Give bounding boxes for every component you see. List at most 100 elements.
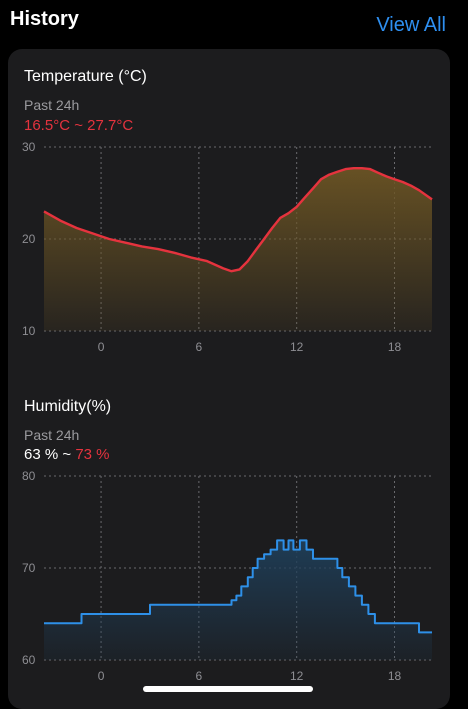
hum-point-14 [293, 549, 294, 550]
temp-point-20 [296, 206, 297, 207]
temp-point-14 [247, 261, 248, 262]
temp-y-tick-10: 10 [22, 324, 36, 338]
temp-y-tick-30: 30 [22, 140, 36, 154]
temp-point-10 [207, 261, 208, 262]
temp-point-4 [109, 239, 110, 240]
hum-point-8 [257, 558, 258, 559]
temp-point-21 [304, 197, 305, 198]
hum-point-7 [252, 568, 253, 569]
hum-point-22 [355, 595, 356, 596]
temp-series-line [43, 167, 433, 273]
hum-chart: 60 70 80 0 6 12 18 [22, 469, 433, 683]
temp-x-tick-18: 18 [388, 340, 402, 354]
temperature-title: Temperature (°C) [24, 68, 147, 85]
hum-point-4 [236, 595, 237, 596]
view-all-link[interactable]: View All [376, 14, 446, 36]
hum-point-5 [241, 586, 242, 587]
hum-point-18 [329, 558, 330, 559]
humidity-range-separator: ~ [58, 446, 76, 463]
temp-point-33 [402, 182, 403, 183]
temp-point-35 [419, 190, 420, 191]
hum-point-0 [44, 623, 45, 624]
temp-point-3 [92, 233, 93, 234]
hum-point-6 [247, 577, 248, 578]
temp-point-36 [432, 199, 433, 200]
hum-x-tick-6: 6 [196, 669, 203, 683]
temp-point-12 [231, 271, 232, 272]
hum-y-tick-60: 60 [22, 653, 36, 667]
hum-point-9 [264, 554, 265, 555]
hum-point-1 [81, 614, 82, 615]
hum-point-15 [299, 540, 300, 541]
hum-x-tick-12: 12 [290, 669, 304, 683]
home-indicator [143, 686, 313, 692]
hum-point-11 [277, 540, 278, 541]
temp-area-fill [44, 168, 432, 331]
hum-x-tick-18: 18 [388, 669, 402, 683]
history-header: History View All [0, 0, 468, 48]
temp-point-34 [410, 185, 411, 186]
temp-point-5 [125, 242, 126, 243]
temp-point-28 [361, 168, 362, 169]
humidity-period: Past 24h [24, 427, 80, 443]
hum-x-tick-0: 0 [98, 669, 105, 683]
hum-point-19 [337, 568, 338, 569]
temp-point-19 [288, 213, 289, 214]
temp-point-0 [44, 211, 45, 212]
temp-x-tick-12: 12 [290, 340, 304, 354]
hum-point-21 [348, 586, 349, 587]
hum-point-26 [383, 623, 384, 624]
temperature-period: Past 24h [24, 97, 80, 113]
temp-point-24 [329, 174, 330, 175]
temp-x-tick-0: 0 [98, 340, 105, 354]
temp-point-29 [370, 169, 371, 170]
temp-point-31 [386, 176, 387, 177]
temp-point-9 [190, 257, 191, 258]
temp-point-23 [321, 179, 322, 180]
humidity-range: 63 % ~ 73 % [24, 446, 110, 463]
temp-point-1 [60, 220, 61, 221]
temp-point-6 [141, 246, 142, 247]
hum-point-17 [313, 558, 314, 559]
temp-point-17 [272, 228, 273, 229]
temp-point-25 [337, 171, 338, 172]
hum-point-27 [419, 632, 420, 633]
history-card [8, 49, 450, 709]
hum-area-fill [44, 540, 432, 660]
hum-series-line [44, 539, 432, 634]
temp-point-11 [223, 268, 224, 269]
hum-point-28 [432, 632, 433, 633]
section-title-history: History [10, 8, 79, 30]
temp-chart: 10 20 30 0 6 12 18 [22, 140, 433, 354]
hum-point-3 [231, 600, 232, 601]
temp-point-18 [280, 217, 281, 218]
temperature-range: 16.5°C ~ 27.7°C [24, 117, 134, 134]
humidity-range-max: 73 % [75, 446, 110, 463]
humidity-title: Humidity(%) [24, 398, 112, 415]
hum-y-tick-80: 80 [22, 469, 36, 483]
temp-point-30 [378, 172, 379, 173]
temp-point-26 [345, 169, 346, 170]
temp-point-2 [76, 228, 77, 229]
temp-point-22 [313, 188, 314, 189]
humidity-range-min: 63 % [24, 446, 59, 463]
temp-y-tick-20: 20 [22, 232, 36, 246]
temp-point-13 [239, 269, 240, 270]
hum-point-12 [283, 549, 284, 550]
temp-point-32 [394, 179, 395, 180]
temp-point-7 [158, 249, 159, 250]
temp-point-16 [264, 239, 265, 240]
hum-point-25 [374, 623, 375, 624]
hum-point-16 [306, 549, 307, 550]
hum-point-10 [270, 549, 271, 550]
temp-point-15 [255, 250, 256, 251]
hum-y-tick-70: 70 [22, 561, 36, 575]
hum-point-13 [288, 540, 289, 541]
hum-point-23 [361, 604, 362, 605]
temp-x-tick-6: 6 [196, 340, 203, 354]
hum-point-2 [150, 604, 151, 605]
hum-point-20 [342, 577, 343, 578]
temp-point-8 [174, 252, 175, 253]
hum-point-24 [368, 614, 369, 615]
